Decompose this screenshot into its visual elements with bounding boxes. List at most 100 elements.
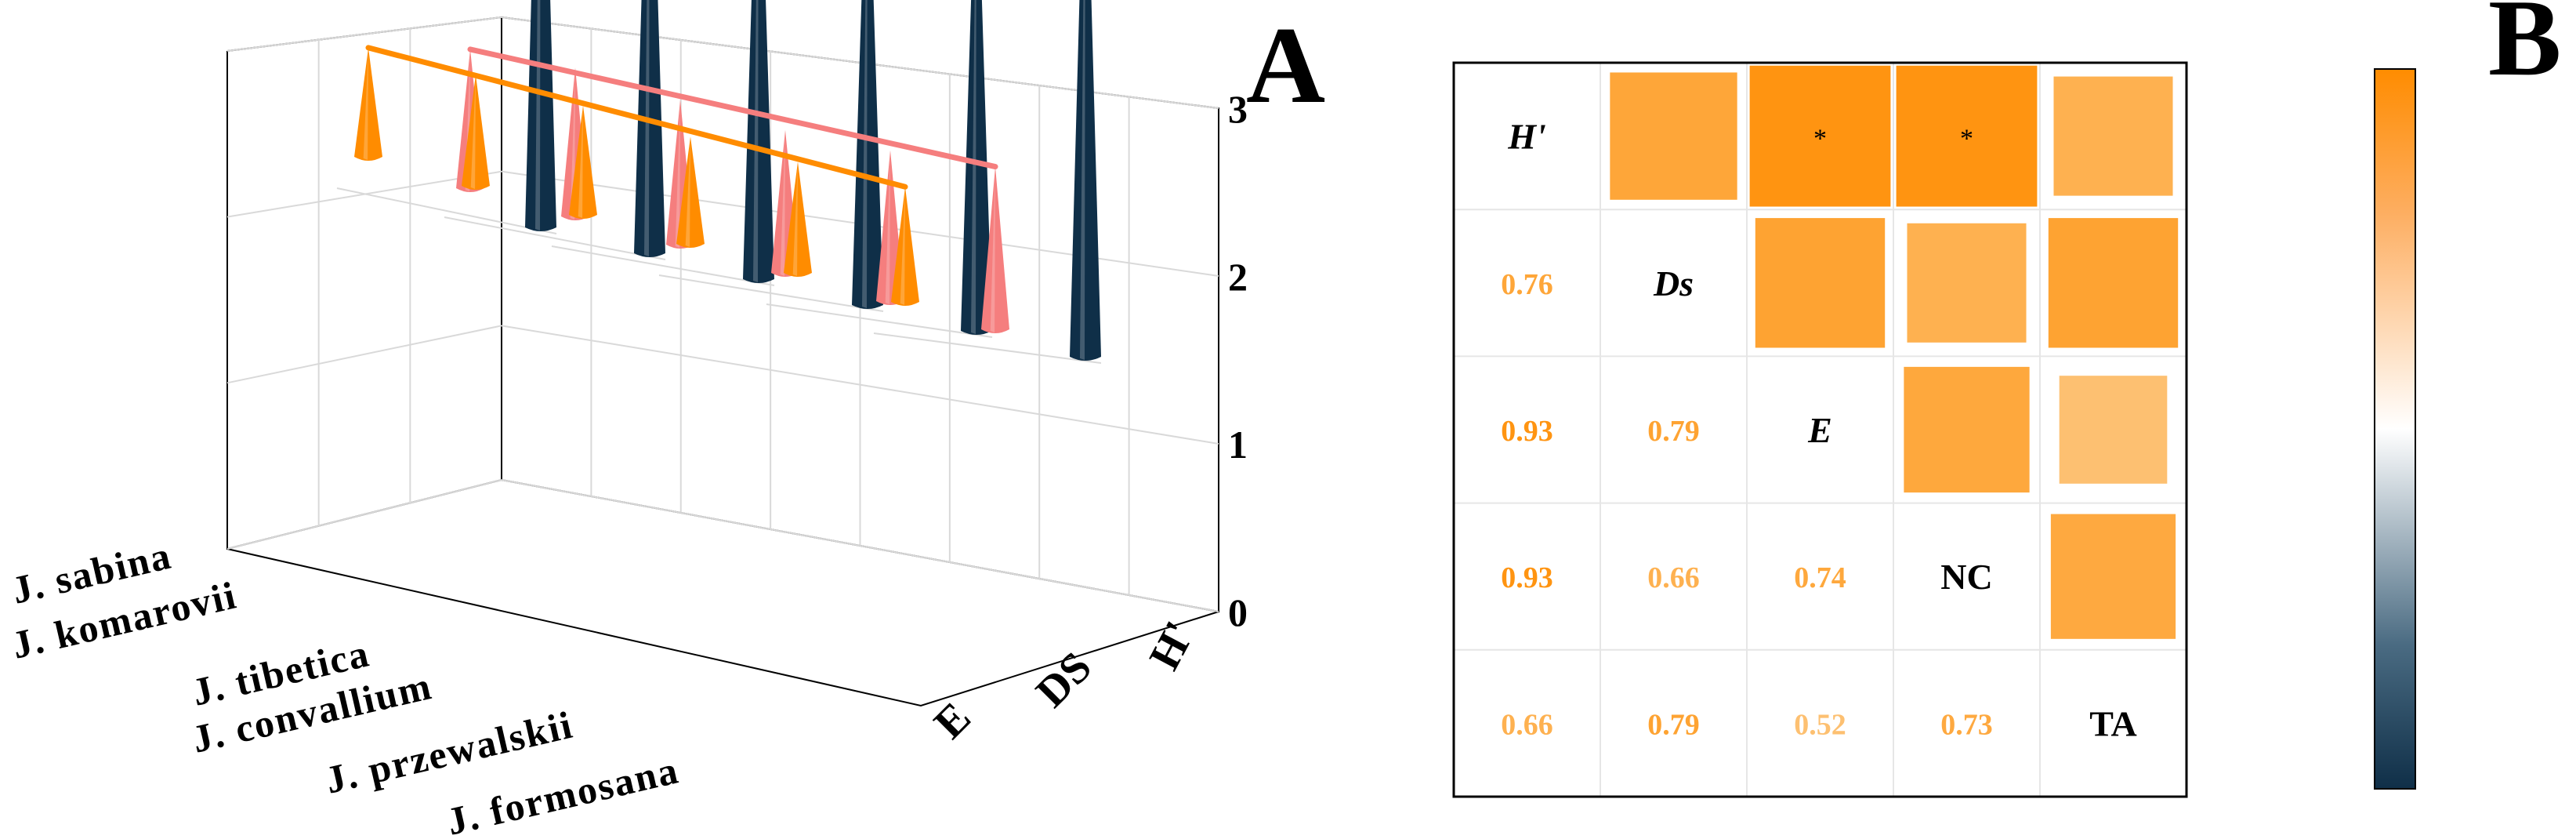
cone-h-j-tibetica	[743, 0, 774, 283]
panel-b-correlation-matrix: H' * * 0.76 Ds 0.93 0.79 E 0.93 0.66 0.74 NC 0.66 0.7…	[1452, 0, 2561, 798]
corr-square-0-1	[1610, 72, 1737, 200]
cone-highlight	[363, 47, 368, 160]
cone-body	[634, 0, 665, 257]
floor-gridline	[766, 303, 993, 338]
depth-label-ds: DS	[1027, 643, 1100, 717]
floor-gridline	[873, 332, 1102, 364]
panel-b-grid	[1454, 63, 2187, 797]
corr-square-0-2	[1749, 65, 1891, 207]
z-gridline-left	[226, 325, 502, 384]
cone-highlight	[971, 0, 976, 334]
cone-highlight	[578, 105, 583, 218]
panel-a-z-axis-ticks: 0 1 2 3	[1228, 87, 1248, 634]
z-tick-label: 0	[1228, 590, 1248, 634]
significance-star: *	[1960, 125, 1973, 154]
cone-highlight	[990, 166, 995, 332]
cone-h-j-komarovii	[634, 0, 665, 257]
cone-body	[743, 0, 774, 283]
corr-value-2-1: 0.79	[1647, 415, 1700, 448]
corr-value-4-2: 0.52	[1794, 708, 1846, 741]
panel-a-cones	[354, 0, 1101, 361]
panel-b-letter: B	[2488, 0, 2561, 99]
floor-gridline	[658, 274, 884, 312]
cone-e-j-przewalskii	[784, 162, 812, 277]
colorbar	[2374, 68, 2416, 790]
cone-highlight	[753, 0, 759, 282]
cone-body	[1070, 0, 1101, 361]
cone-h-j-sabina	[525, 0, 556, 231]
floor-gridline	[336, 187, 557, 234]
cone-e-j-convallium	[676, 136, 705, 248]
cone-e-j-komarovii	[462, 74, 490, 190]
corr-square-0-3	[1896, 65, 2038, 207]
cone-body	[961, 0, 992, 335]
corr-value-3-1: 0.66	[1647, 561, 1700, 594]
cone-highlight	[470, 74, 476, 189]
panel-a-depth-labels: H'DSE	[925, 614, 1205, 748]
cone-highlight	[1080, 0, 1085, 360]
cone-body	[462, 74, 490, 190]
z-gridline-left	[226, 479, 502, 550]
cone-h-j-przewalskii	[961, 0, 992, 335]
corr-value-1-0: 0.76	[1501, 268, 1553, 301]
cone-body	[981, 166, 1009, 333]
depth-label-h: H'	[1140, 614, 1205, 677]
cone-highlight	[780, 129, 785, 276]
cone-ds-j-formosana	[981, 166, 1009, 333]
z-gridline-left	[226, 16, 502, 52]
corr-square-1-4	[2048, 218, 2179, 348]
trend-line-ds	[467, 46, 998, 170]
panel-a-letter: A	[1246, 5, 1325, 126]
cone-highlight	[885, 150, 890, 304]
trend-line-e	[365, 45, 908, 190]
floor-gridline	[551, 245, 775, 286]
corr-square-2-3	[1904, 366, 2030, 493]
cone-body	[784, 162, 812, 277]
panel-a-trend-lines	[365, 45, 998, 190]
cone-highlight	[535, 0, 541, 231]
cone-highlight	[644, 0, 650, 256]
cone-body	[525, 0, 556, 231]
floor-edge	[226, 548, 1219, 707]
cone-highlight	[685, 136, 690, 247]
z-tick-label: 3	[1228, 87, 1248, 131]
cone-highlight	[792, 162, 798, 276]
variable-label-e: E	[1807, 410, 1832, 450]
corr-square-2-4	[2059, 376, 2168, 484]
cone-body	[852, 0, 883, 309]
cone-e-j-sabina	[354, 47, 382, 161]
cone-highlight	[862, 0, 868, 308]
floor-gridline	[444, 216, 666, 260]
cone-highlight	[675, 100, 680, 248]
corr-value-3-0: 0.93	[1501, 561, 1553, 594]
z-tick-label: 2	[1228, 255, 1248, 299]
z-tick-label: 1	[1228, 423, 1248, 467]
corr-square-0-4	[2053, 76, 2173, 196]
panel-b-frame	[1452, 61, 2188, 798]
significance-star: *	[1813, 125, 1827, 154]
panel-b-cells: H' * * 0.76 Ds 0.93 0.79 E 0.93 0.66 0.74 NC 0.66 0.7…	[1501, 65, 2179, 743]
cone-body	[354, 47, 382, 161]
corr-value-4-1: 0.79	[1647, 708, 1700, 741]
cone-highlight	[900, 187, 905, 305]
corr-value-3-2: 0.74	[1794, 561, 1846, 594]
cone-h-j-convallium	[852, 0, 883, 309]
corr-value-4-3: 0.73	[1940, 708, 1993, 741]
variable-label-h: H'	[1507, 117, 1546, 157]
corr-square-1-2	[1755, 218, 1886, 348]
corr-value-2-0: 0.93	[1501, 415, 1553, 448]
cone-e-j-formosana	[891, 187, 919, 306]
corr-square-3-4	[2050, 514, 2176, 639]
cone-body	[891, 187, 919, 306]
variable-label-ds: Ds	[1653, 263, 1694, 303]
corr-value-4-0: 0.66	[1501, 708, 1553, 741]
cone-h-j-formosana	[1070, 0, 1101, 361]
cone-body	[569, 105, 597, 219]
cone-body	[676, 136, 705, 248]
variable-label-ta: TA	[2089, 703, 2137, 743]
corr-square-1-3	[1907, 223, 2027, 343]
variable-label-nc: NC	[1940, 557, 1992, 597]
